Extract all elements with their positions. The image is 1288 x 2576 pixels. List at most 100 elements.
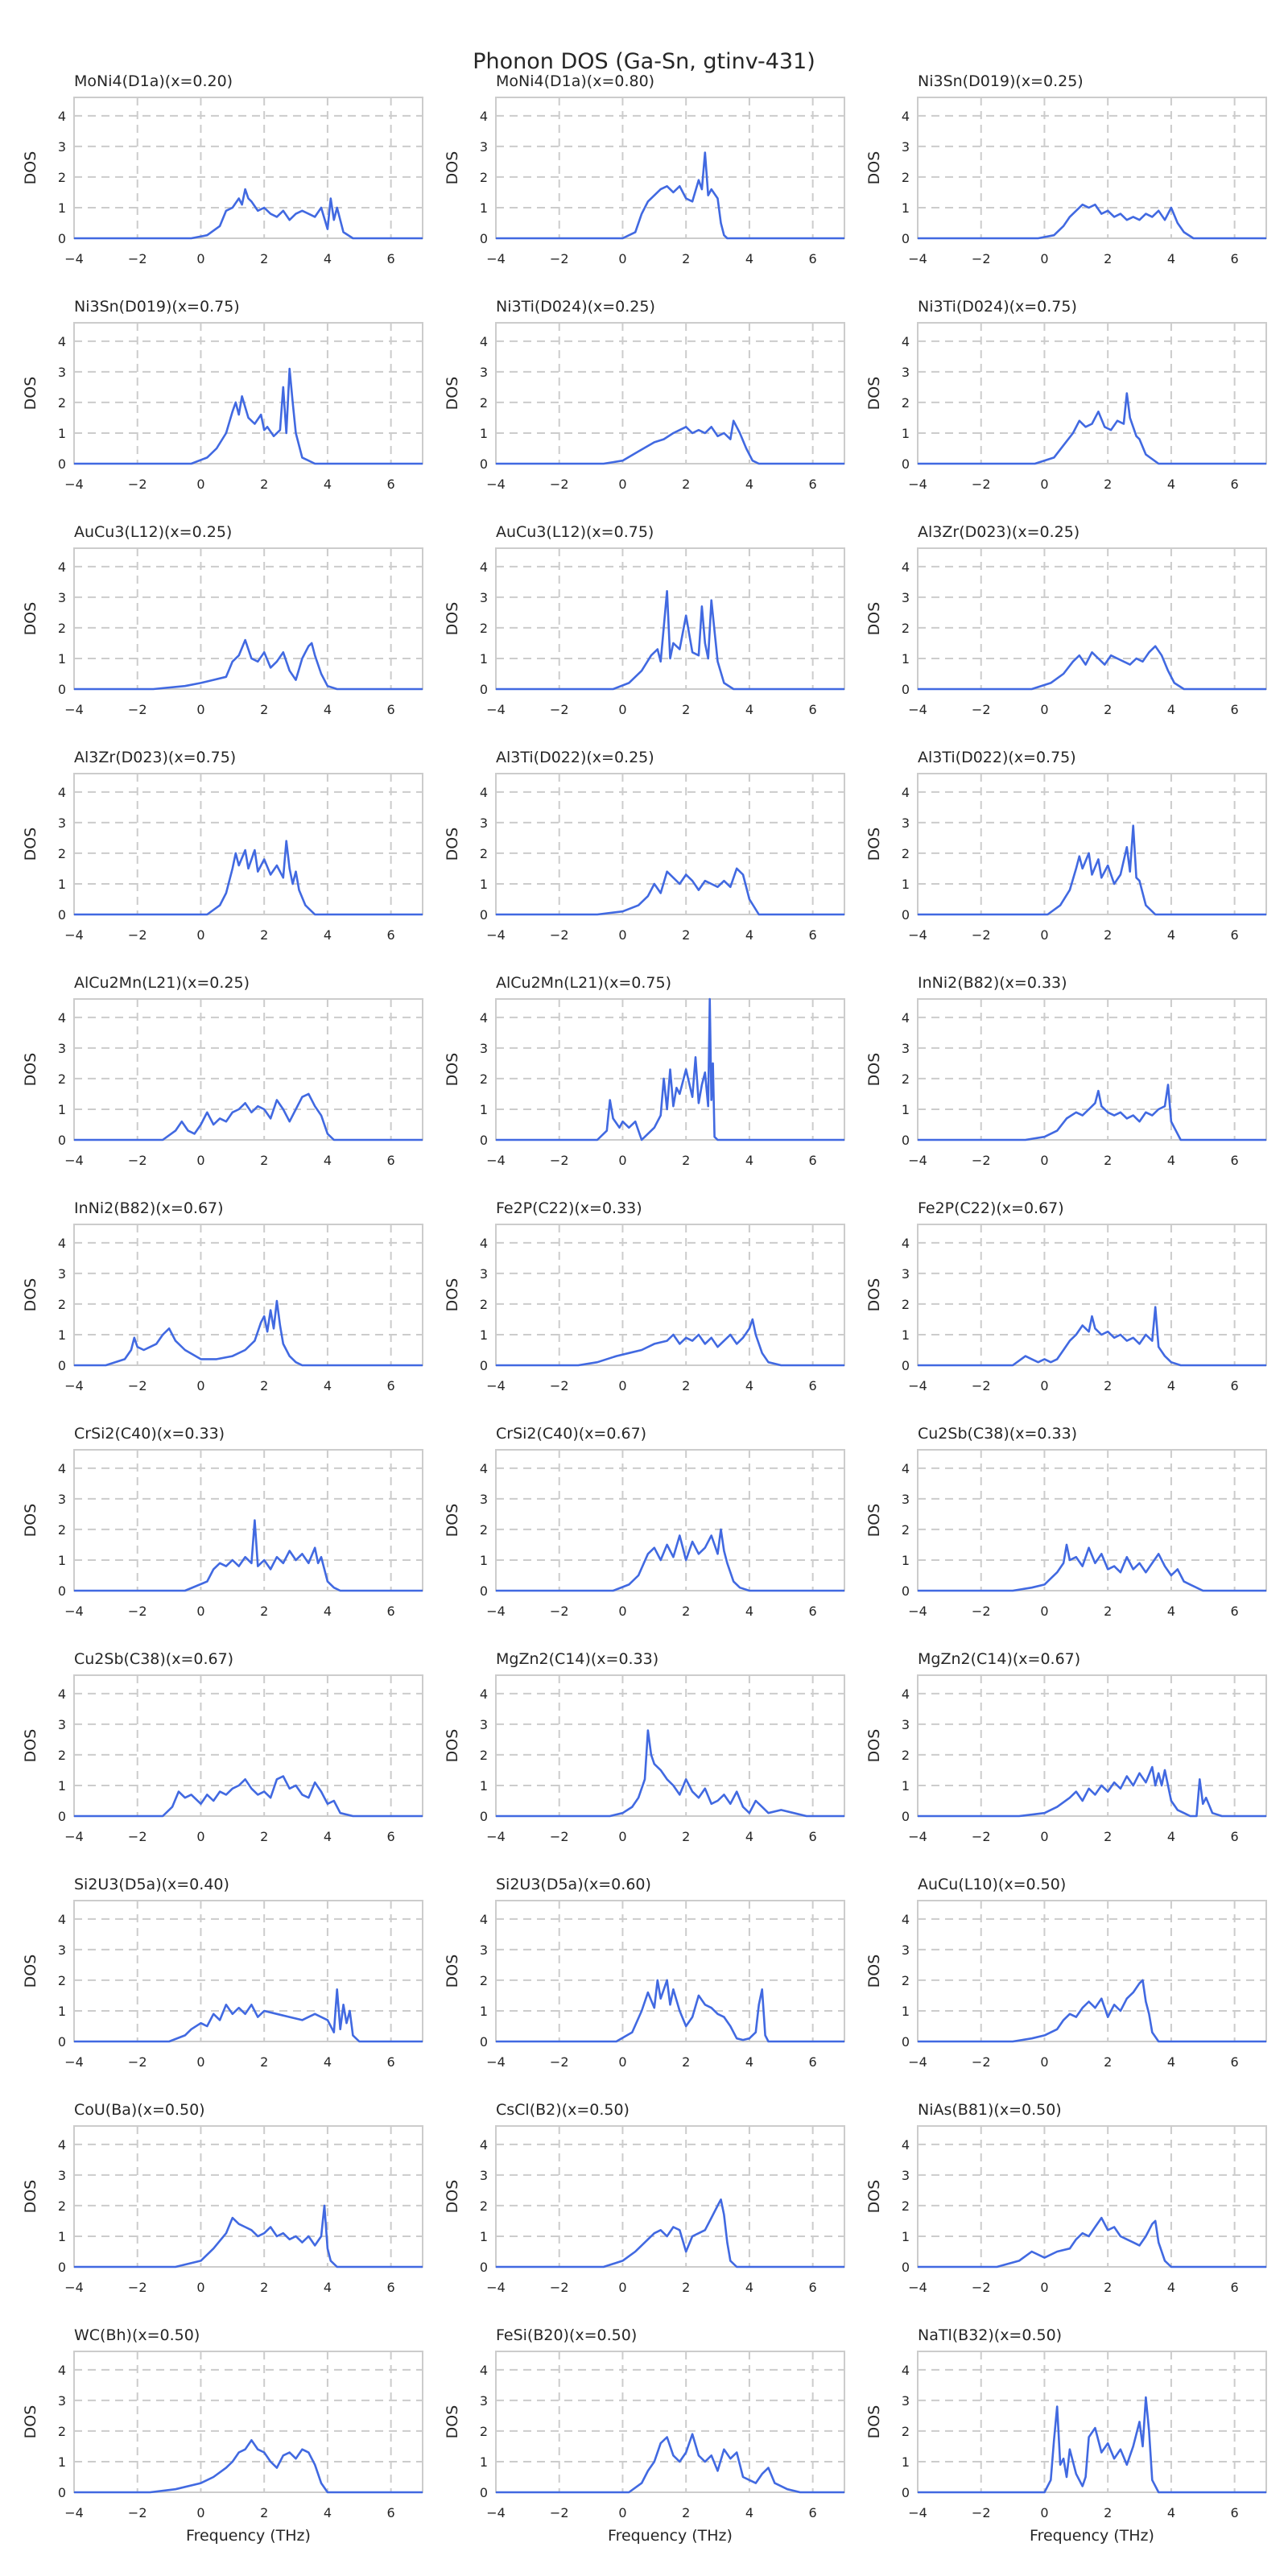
x-tick-label: −2 (972, 2280, 991, 2295)
x-tick-label: 2 (1104, 2505, 1112, 2520)
y-axis-label: DOS (865, 2405, 883, 2439)
x-tick-label: 4 (324, 1378, 332, 1393)
x-tick-label: −2 (972, 2054, 991, 2070)
plot-frame (495, 2351, 845, 2493)
x-tick-label: 4 (745, 477, 753, 492)
subplot-19: CrSi2(C40)(x=0.67) DOS 0 1 2 3 4 −4 −2 0 2 4 6 (444, 1425, 845, 1619)
x-tick-label: −4 (908, 1153, 927, 1168)
y-tick-label: 4 (902, 1461, 910, 1476)
x-tick-label: −4 (64, 251, 84, 266)
plot-frame (917, 97, 1267, 239)
y-axis-label: DOS (865, 602, 883, 636)
y-tick-label: 2 (480, 1071, 488, 1087)
x-tick-label: −2 (550, 702, 569, 717)
x-tick-label: 4 (324, 1153, 332, 1168)
y-tick-label: 3 (480, 590, 488, 605)
y-axis-label: DOS (22, 2405, 39, 2439)
y-tick-label: 1 (480, 651, 488, 667)
y-tick-label: 3 (58, 1717, 66, 1732)
y-tick-label: 2 (480, 395, 488, 411)
y-tick-label: 1 (480, 2229, 488, 2244)
dos-line (496, 2198, 844, 2268)
subplot-1: MoNi4(D1a)(x=0.80) DOS 0 1 2 3 4 −4 −2 0 2 4 6 (444, 72, 845, 266)
x-tick-label: 2 (682, 2505, 690, 2520)
plot-frame (73, 2351, 423, 2493)
x-tick-label: −4 (908, 251, 927, 266)
plot-frame (917, 547, 1267, 690)
subplot-title: Si2U3(D5a)(x=0.40) (74, 1876, 229, 1893)
subplot-21: Cu2Sb(C38)(x=0.67) DOS 0 1 2 3 4 −4 −2 0 2 4 6 (22, 1650, 423, 1844)
x-tick-label: 6 (809, 251, 817, 266)
x-tick-label: −2 (972, 2505, 991, 2520)
dos-line (496, 419, 844, 465)
y-tick-label: 1 (902, 1327, 910, 1343)
subplot-7: AuCu3(L12)(x=0.75) DOS 0 1 2 3 4 −4 −2 0 2 4 6 (444, 523, 845, 717)
x-tick-label: 2 (682, 1378, 690, 1393)
x-tick-label: 0 (618, 2280, 626, 2295)
x-tick-label: 2 (1104, 1378, 1112, 1393)
subplot-title: MgZn2(C14)(x=0.67) (918, 1650, 1080, 1668)
x-tick-label: 2 (682, 2280, 690, 2295)
x-tick-label: −4 (908, 927, 927, 943)
y-tick-label: 4 (480, 109, 488, 124)
y-tick-label: 0 (58, 1583, 66, 1599)
y-axis-label: DOS (444, 2405, 461, 2439)
plot-frame (495, 773, 845, 915)
subplot-title: Cu2Sb(C38)(x=0.67) (74, 1650, 233, 1668)
x-tick-label: −2 (128, 1378, 147, 1393)
y-tick-label: 1 (902, 426, 910, 441)
x-tick-label: 0 (196, 927, 204, 943)
plot-frame (917, 322, 1267, 464)
y-tick-label: 4 (902, 1010, 910, 1026)
dos-line (496, 151, 844, 240)
y-tick-label: 1 (902, 877, 910, 892)
y-axis-label: DOS (865, 1504, 883, 1538)
y-tick-label: 2 (902, 2198, 910, 2214)
plot-frame (495, 998, 845, 1141)
dos-line (74, 367, 423, 465)
x-tick-label: −4 (908, 2505, 927, 2520)
x-tick-label: 0 (618, 477, 626, 492)
x-tick-label: −2 (972, 477, 991, 492)
x-tick-label: 2 (1104, 1829, 1112, 1844)
x-tick-label: −2 (128, 2505, 147, 2520)
y-axis-label: DOS (865, 2180, 883, 2214)
dos-line (918, 2396, 1266, 2494)
x-tick-label: 6 (809, 477, 817, 492)
x-tick-label: −4 (486, 1378, 506, 1393)
y-tick-label: 0 (902, 456, 910, 472)
subplot-30: WC(Bh)(x=0.50) DOS 0 1 2 3 4 −4 −2 0 2 4 6 Frequency … (22, 2326, 423, 2545)
plot-frame (73, 97, 423, 239)
x-tick-label: 4 (1167, 1829, 1175, 1844)
y-tick-label: 0 (480, 456, 488, 472)
y-tick-label: 4 (902, 1912, 910, 1927)
y-axis-label: DOS (444, 1729, 461, 1763)
x-tick-label: −4 (908, 1378, 927, 1393)
y-tick-label: 0 (480, 1809, 488, 1824)
y-tick-label: 2 (902, 170, 910, 185)
x-tick-label: 0 (618, 927, 626, 943)
y-axis-label: DOS (444, 377, 461, 411)
subplot-title: Fe2P(C22)(x=0.67) (918, 1199, 1064, 1217)
subplot-27: CoU(Ba)(x=0.50) DOS 0 1 2 3 4 −4 −2 0 2 4 6 (22, 2101, 423, 2295)
y-tick-label: 3 (902, 815, 910, 831)
y-tick-label: 1 (902, 1102, 910, 1117)
x-tick-label: 0 (196, 702, 204, 717)
x-tick-label: −2 (128, 1604, 147, 1619)
y-tick-label: 4 (902, 2363, 910, 2378)
subplot-12: AlCu2Mn(L21)(x=0.25) DOS 0 1 2 3 4 −4 −2 0 2 4 6 (22, 974, 423, 1168)
subplot-title: Al3Ti(D022)(x=0.75) (918, 749, 1076, 766)
dos-line (496, 1979, 844, 2043)
subplot-title: WC(Bh)(x=0.50) (74, 2326, 200, 2344)
x-tick-label: −4 (486, 2054, 506, 2070)
x-tick-label: 4 (324, 2054, 332, 2070)
x-tick-label: 6 (809, 927, 817, 943)
x-tick-label: −4 (486, 1829, 506, 1844)
x-tick-label: 0 (1040, 477, 1048, 492)
y-tick-label: 0 (58, 456, 66, 472)
y-tick-label: 3 (480, 1041, 488, 1056)
y-tick-label: 3 (902, 2393, 910, 2409)
y-tick-label: 4 (58, 109, 66, 124)
y-tick-label: 3 (58, 1266, 66, 1282)
